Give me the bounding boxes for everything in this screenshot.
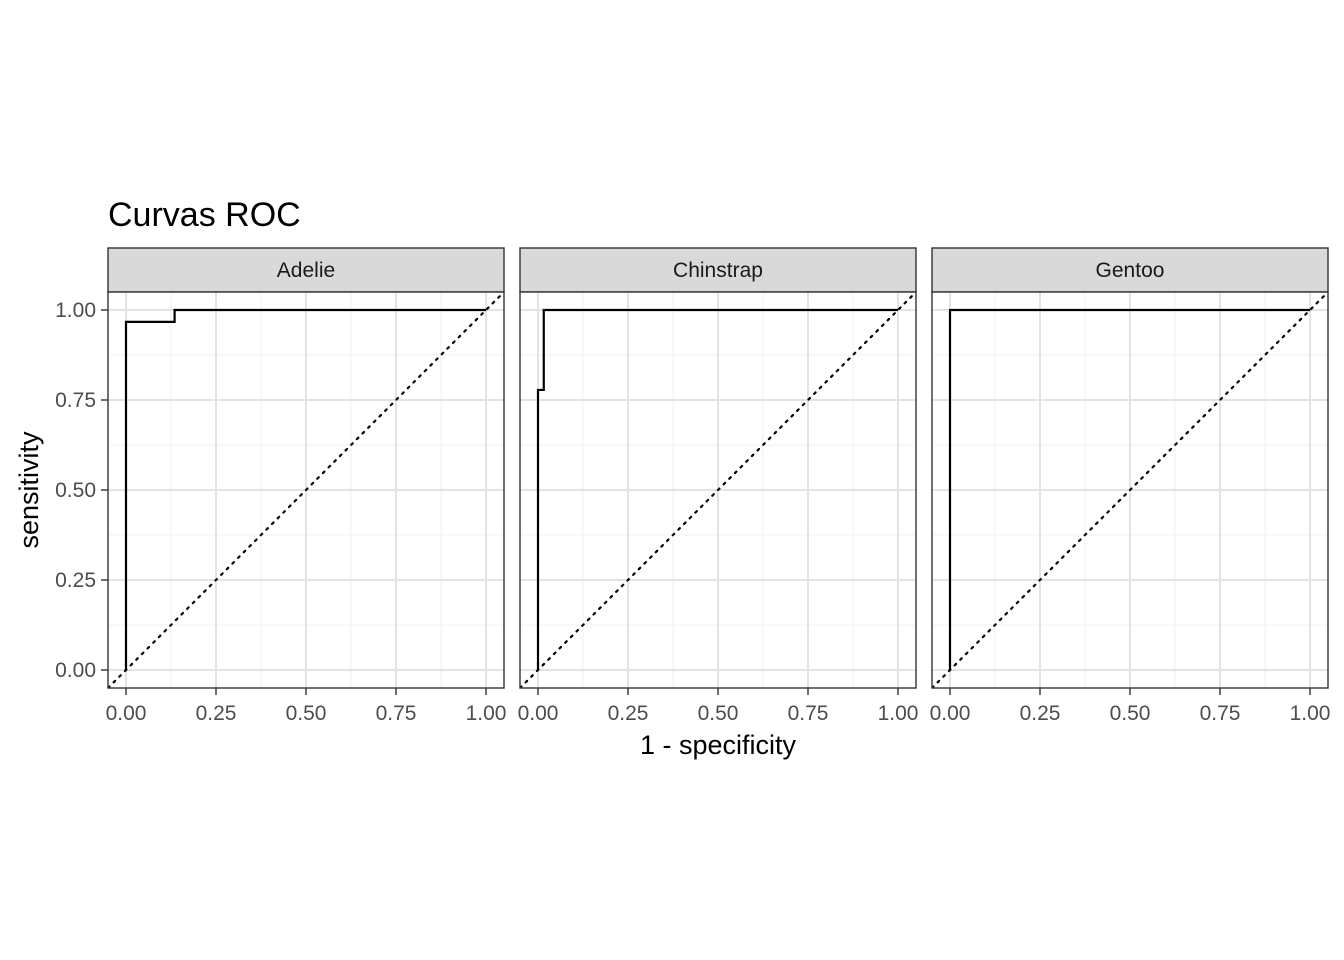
roc-curve-gentoo: [948, 308, 1310, 670]
x-tick-label: 0.25: [1020, 702, 1061, 725]
y-tick-label: 1.00: [55, 299, 96, 322]
x-tick-label: 0.25: [608, 702, 649, 725]
y-tick-label: 0.50: [55, 479, 96, 502]
x-tick-label: 1.00: [1290, 702, 1331, 725]
y-axis-title: sensitivity: [14, 431, 44, 549]
x-tick-label: 0.50: [1110, 702, 1151, 725]
x-tick-label: 0.75: [1200, 702, 1241, 725]
diagonal-reference-line: [520, 292, 916, 688]
diagonal-reference-line: [108, 292, 504, 688]
x-axis-title: 1 - specificity: [640, 730, 797, 760]
diagonal-reference-line: [932, 292, 1328, 688]
roc-curve-chinstrap: [536, 308, 898, 670]
x-tick-label: 0.75: [376, 702, 417, 725]
x-tick-label: 0.00: [106, 702, 147, 725]
facet-strip-label: Gentoo: [1096, 259, 1165, 282]
x-tick-label: 0.50: [286, 702, 327, 725]
chart-title: Curvas ROC: [108, 196, 301, 234]
facet-strip-label: Chinstrap: [673, 259, 763, 282]
panel-gentoo: Gentoo 0.00 0.25 0.50 0.75 1.00: [930, 247, 1331, 725]
y-tick-label: 0.75: [55, 389, 96, 412]
x-tick-label: 0.00: [518, 702, 559, 725]
facet-strip: [931, 247, 1329, 293]
panel-adelie: Adelie 0.00 0.25 0.50 0.75 1.00 0.00 0.25 0.50 0.…: [55, 247, 507, 725]
facet-strip-label: Adelie: [277, 259, 335, 282]
x-tick-label: 0.50: [698, 702, 739, 725]
roc-curve-adelie: [124, 308, 486, 670]
x-tick-label: 0.75: [788, 702, 829, 725]
y-tick-label: 0.25: [55, 569, 96, 592]
facet-panels: Adelie 0.00 0.25 0.50 0.75 1.00 0.00 0.25 0.50 0.…: [55, 247, 1331, 725]
x-tick-label: 1.00: [878, 702, 919, 725]
y-tick-label: 0.00: [55, 659, 96, 682]
facet-strip: [107, 247, 505, 293]
x-tick-label: 0.25: [196, 702, 237, 725]
panel-chinstrap: Chinstrap 0.00 0.25 0.50 0.75 1.00: [518, 247, 919, 725]
x-tick-label: 1.00: [466, 702, 507, 725]
x-tick-label: 0.00: [930, 702, 971, 725]
facet-strip: [519, 247, 917, 293]
